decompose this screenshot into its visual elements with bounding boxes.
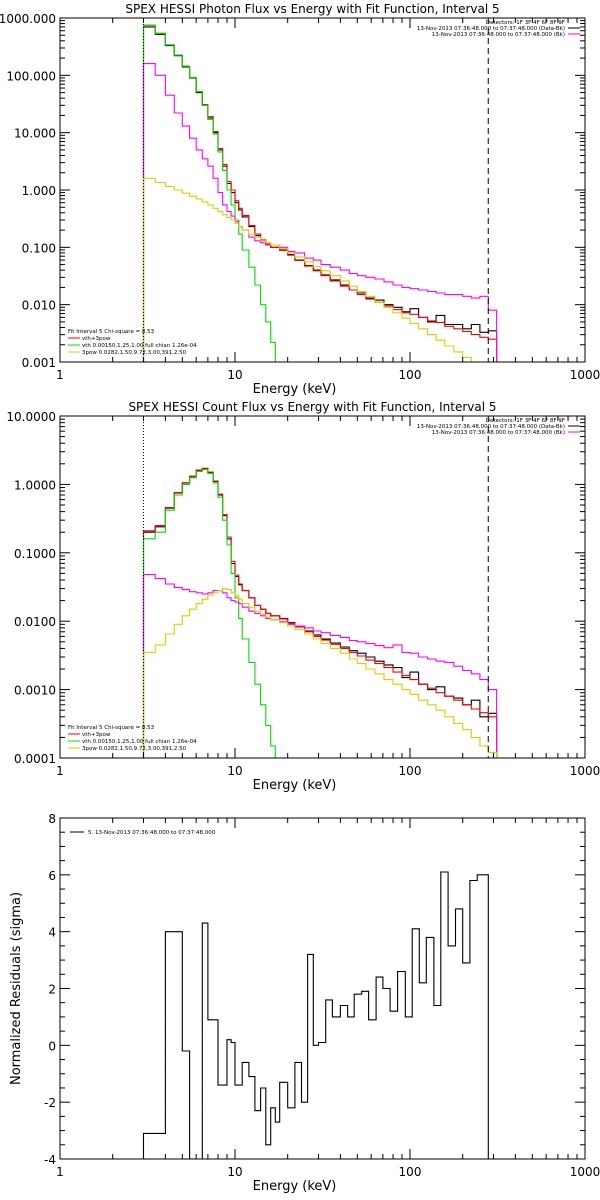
- x-tick-label: 100: [399, 1165, 422, 1179]
- y-tick-label: 0.010: [22, 299, 56, 313]
- x-tick-label: 1: [56, 368, 64, 382]
- series-3-line: [142, 468, 289, 758]
- y-tick-label: -2: [44, 1096, 56, 1110]
- series-5-line: [142, 588, 498, 758]
- chart-title: SPEX HESSI Count Flux vs Energy with Fit…: [128, 400, 496, 414]
- series-1-line: [142, 468, 498, 758]
- y-tick-label: 1.000: [22, 184, 56, 198]
- legend-entry: Fit Interval 5 Chi-square = 8.53: [68, 329, 155, 335]
- legend-entry: 3pow 0.0282,1.50,9.72,3.00,391,2.50: [82, 746, 187, 752]
- legend-entry: 3pow 0.0282,1.50,9.72,3.00,391,2.50: [82, 350, 187, 356]
- header-line: 13-Nov-2013 07:36:48.000 to 07:37:48.000…: [417, 26, 565, 32]
- series-4-line: [142, 574, 498, 758]
- x-tick-label: 10: [227, 368, 242, 382]
- y-tick-label: 0.0001: [14, 752, 56, 766]
- header-line: 13-Nov-2013 07:36:48.000 to 07:37:48.000…: [432, 32, 565, 38]
- y-axis-label: Normalized Residuals (sigma): [9, 892, 24, 1085]
- legend-entry: vth 0.00150,1.25,1.00 full chian 1.26e-0…: [82, 739, 197, 745]
- plot-frame: [59, 415, 586, 759]
- x-axis-label: Energy (keV): [253, 1179, 337, 1194]
- series-5-line: [142, 177, 498, 362]
- series-3-line: [142, 24, 289, 362]
- series-1-line: [142, 871, 489, 1159]
- x-axis-label: Energy (keV): [253, 382, 337, 397]
- y-tick-label: 1.0000: [14, 478, 56, 492]
- x-axis-label: Energy (keV): [253, 778, 337, 793]
- y-tick-label: 0.1000: [14, 547, 56, 561]
- x-tick-label: 1000: [570, 368, 600, 382]
- x-tick-label: 10: [227, 1165, 242, 1179]
- y-tick-label: 1000.000: [0, 12, 56, 26]
- y-tick-label: -4: [44, 1153, 56, 1167]
- y-tick-label: 4: [48, 926, 56, 940]
- y-tick-label: 0.0100: [14, 615, 56, 629]
- y-tick-label: 0.0010: [14, 684, 56, 698]
- legend-entry: Fit Interval 5 Chi-square = 8.53: [68, 725, 155, 731]
- legend-entry: vth 0.00150,1.25,1.00 full chian 1.26e-0…: [82, 343, 197, 349]
- plot-frame: [59, 817, 586, 1160]
- series-4-line: [142, 63, 498, 362]
- y-tick-label: 0.100: [22, 241, 56, 255]
- x-tick-label: 1000: [570, 1165, 600, 1179]
- y-tick-label: 0.001: [22, 356, 56, 370]
- chart-panel-3: 1 10 100 1000 -4 -2 0 2 4 6 8 Energy (keV) Normalize…: [9, 812, 600, 1194]
- y-tick-label: 10.000: [14, 127, 56, 141]
- header-line: 13-Nov-2013 07:36:48.000 to 07:37:48.000…: [432, 430, 565, 436]
- x-tick-label: 100: [399, 368, 422, 382]
- x-tick-label: 10: [227, 764, 242, 778]
- chart-title: SPEX HESSI Photon Flux vs Energy with Fi…: [125, 2, 499, 16]
- x-tick-label: 1: [56, 1165, 64, 1179]
- chart-panel-1: 1 10 100 1000 0.001 0.010 0.100 1.000 10.000 100.…: [0, 2, 600, 397]
- series-2-line: [142, 24, 498, 362]
- plot-frame: [59, 17, 586, 363]
- series-2-line: [142, 467, 498, 758]
- legend-entry: vth+3pow: [82, 732, 111, 738]
- y-tick-label: 2: [48, 983, 56, 997]
- x-tick-label: 1: [56, 764, 64, 778]
- x-tick-label: 1000: [570, 764, 600, 778]
- header-line: 13-Nov-2013 07:36:48.000 to 07:37:48.000…: [417, 424, 565, 430]
- x-tick-label: 100: [399, 764, 422, 778]
- y-tick-label: 8: [48, 812, 56, 826]
- legend-entry: 5. 13-Nov-2013 07:36:48.000 to 07:37:48.…: [88, 830, 216, 836]
- y-tick-label: 100.000: [6, 69, 56, 83]
- y-tick-label: 10.0000: [6, 410, 56, 424]
- y-tick-label: 0: [48, 1039, 56, 1053]
- chart-panel-2: 1 10 100 1000 0.0001 0.0010 0.0100 0.1000 1.0000…: [6, 400, 600, 793]
- legend-entry: vth+3pow: [82, 336, 111, 342]
- header-line: Detectors: 1F 3F 4F 6F 8F 9F: [486, 418, 565, 424]
- y-tick-label: 6: [48, 869, 56, 883]
- header-line: Detectors: 1F 3F 4F 6F 8F 9F: [486, 20, 565, 26]
